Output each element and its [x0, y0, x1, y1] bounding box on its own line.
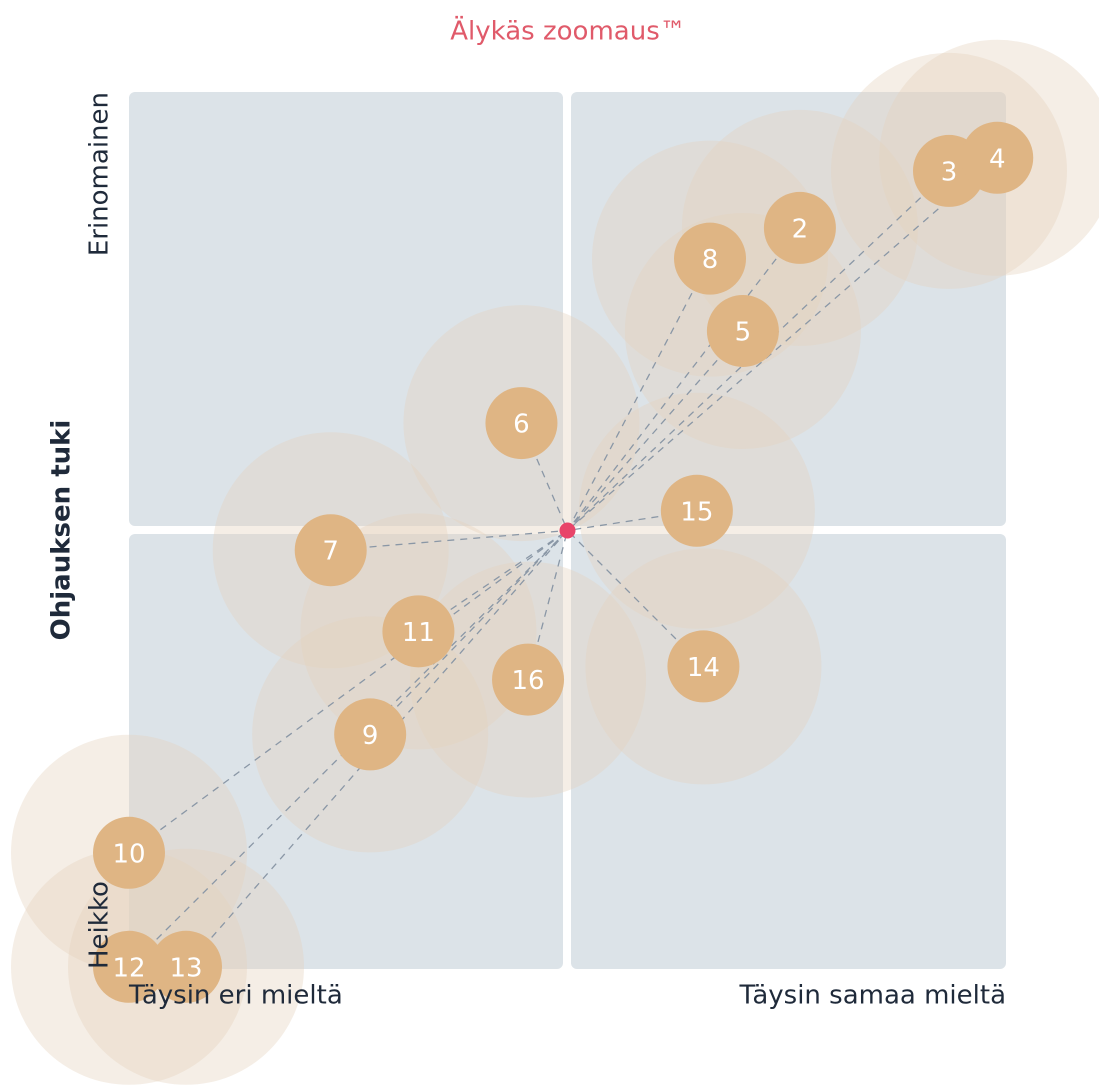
- point: [492, 643, 565, 716]
- chart-title: Älykäs zoomaus™: [450, 15, 686, 47]
- point-label: 10: [112, 839, 145, 869]
- point: [660, 474, 733, 547]
- y-bottom-label: Heikko: [85, 881, 115, 969]
- point-label: 2: [792, 214, 809, 244]
- point: [674, 222, 747, 295]
- quadrant: [129, 92, 563, 526]
- link-line: [567, 157, 998, 531]
- point-label: 6: [513, 410, 530, 440]
- point-label: 8: [702, 245, 719, 275]
- point-label: 13: [169, 953, 202, 983]
- points: 3 4 2 8 5 6 15 7 11 16 14 9 10 12 13: [93, 121, 1034, 1003]
- point: [382, 595, 455, 668]
- point: [93, 930, 165, 1003]
- link-line: [566, 227, 801, 531]
- link-line: [567, 330, 744, 531]
- point-label: 11: [402, 618, 435, 648]
- point-label: 12: [112, 953, 145, 983]
- point-label: 16: [511, 666, 544, 696]
- point-label: 14: [687, 653, 720, 683]
- point-label: 4: [989, 144, 1006, 174]
- mean-point: [559, 522, 576, 539]
- point: [150, 930, 223, 1003]
- point: [706, 294, 779, 367]
- point-label: 7: [322, 537, 339, 567]
- point: [294, 514, 367, 587]
- point-label: 5: [735, 317, 752, 347]
- link-line: [369, 530, 568, 735]
- point: [763, 191, 836, 264]
- point-label: 15: [680, 497, 713, 527]
- point: [334, 698, 407, 771]
- quadrant: [571, 92, 1006, 526]
- point: [961, 121, 1034, 194]
- point-label: 3: [941, 157, 958, 187]
- y-top-label: Erinomainen: [85, 92, 115, 256]
- point: [93, 816, 165, 889]
- y-axis-label: Ohjauksen tuki: [47, 420, 77, 641]
- point: [485, 387, 558, 460]
- x-left-label: Täysin eri mieltä: [128, 981, 343, 1011]
- point-label: 9: [362, 721, 379, 751]
- x-right-label: Täysin samaa mieltä: [738, 981, 1006, 1011]
- point: [667, 630, 740, 703]
- link-line: [330, 529, 568, 551]
- link-line: [567, 510, 697, 532]
